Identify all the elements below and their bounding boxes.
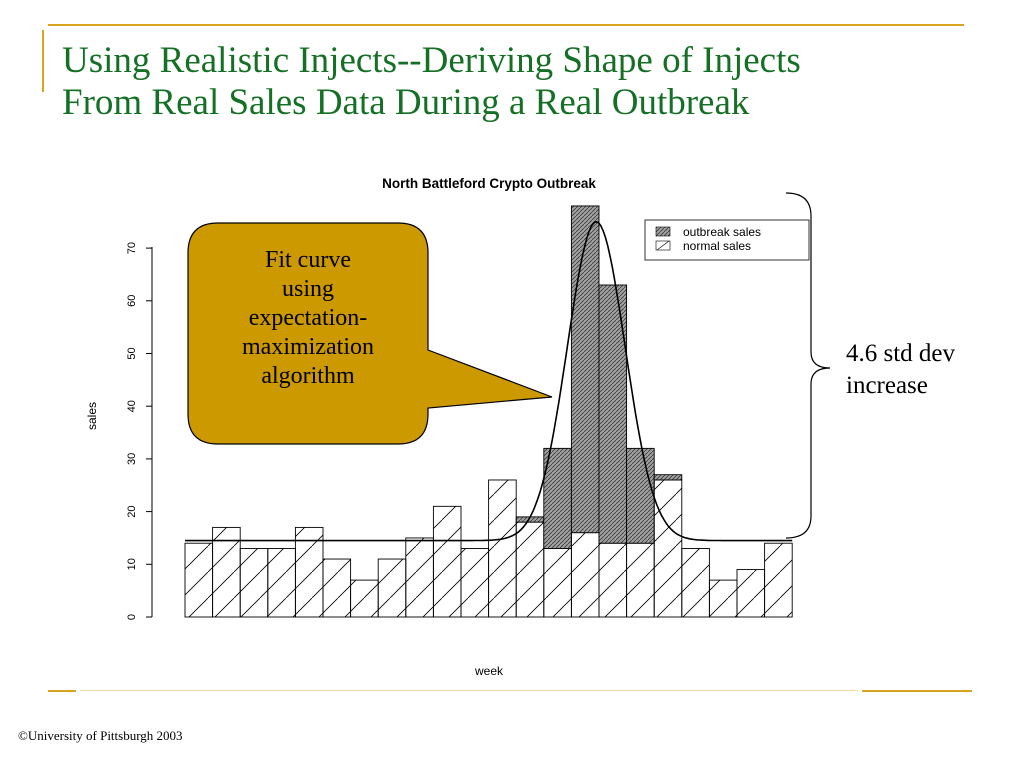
accent-bar-bottom-left [48, 690, 76, 692]
bar-normal-week-7 [350, 579, 379, 618]
x-axis-label: week [474, 664, 504, 678]
bar-normal-week-20 [708, 579, 738, 618]
legend-swatch-normal-hatch [656, 240, 670, 251]
legend: outbreak sales normal sales [644, 219, 810, 261]
annotation-line-1: 4.6 std dev [846, 340, 956, 367]
callout-line-2: using [281, 276, 334, 302]
fit-curve [185, 220, 793, 542]
bar-normal-week-18 [653, 479, 683, 618]
bar-normal-week-17 [626, 542, 655, 618]
divider-line-bottom [80, 690, 858, 691]
callout-line-1: Fit curve [265, 247, 351, 273]
bar-normal-week-2 [212, 526, 241, 618]
annotation-line-2: increase [846, 372, 928, 399]
fit-curve-layer [185, 220, 793, 542]
bar-normal-week-9 [405, 537, 434, 618]
callout-line-3: expectation- [248, 305, 368, 331]
legend-label-normal: normal sales [683, 239, 751, 253]
chart-title: North Battleford Crypto Outbreak [382, 176, 596, 191]
callout-line-4: maximization [242, 334, 374, 360]
bar-normal-week-12 [488, 479, 517, 618]
bar-normal-week-6 [322, 558, 352, 618]
accent-bar-bottom-right [862, 690, 972, 692]
legend-label-outbreak: outbreak sales [683, 225, 761, 239]
bar-normal-week-3 [239, 548, 269, 618]
accent-bar-top [48, 24, 964, 26]
y-tick-label-10: 10 [126, 558, 138, 570]
y-tick-label-20: 20 [126, 505, 138, 517]
bar-normal-week-15 [570, 532, 600, 618]
y-axis-ticks: 0 10 20 30 40 50 60 70 [126, 242, 152, 620]
bar-normal-week-4 [267, 548, 296, 618]
bar-outbreak-week-14 [543, 447, 572, 549]
bar-normal-week-11 [460, 548, 490, 618]
bar-normal-week-19 [681, 548, 710, 618]
legend-swatch-outbreak [655, 226, 671, 237]
y-tick-label-50: 50 [126, 347, 138, 359]
legend-box [644, 219, 810, 261]
y-tick-label-60: 60 [126, 295, 138, 307]
copyright-footer: ©University of Pittsburgh 2003 [18, 728, 183, 743]
std-dev-annotation: 4.6 std dev increase [846, 338, 1016, 402]
y-tick-label-0: 0 [126, 614, 138, 620]
callout-line-5: algorithm [261, 363, 355, 389]
bar-normal-week-21 [736, 569, 766, 618]
bar-series [184, 205, 793, 618]
callout-text: Fit curve using expectation- maximizatio… [192, 246, 424, 391]
bar-normal-week-22 [764, 542, 793, 618]
bar-normal-week-14 [543, 548, 572, 618]
y-axis-label: sales [85, 402, 99, 430]
y-tick-label-70: 70 [126, 242, 138, 254]
bar-normal-week-5 [294, 526, 324, 618]
bar-normal-week-1 [184, 542, 214, 618]
callout-bubble [187, 222, 553, 445]
bar-normal-week-16 [598, 542, 628, 618]
bar-normal-week-10 [432, 505, 462, 618]
accent-bar-left [42, 30, 44, 92]
slide-title: Using Realistic Injects--Deriving Shape … [62, 40, 1012, 124]
slide-title-line-2: From Real Sales Data During a Real Outbr… [62, 82, 750, 123]
y-tick-label-30: 30 [126, 453, 138, 465]
slide-title-line-1: Using Realistic Injects--Deriving Shape … [62, 40, 801, 81]
curly-brace [785, 192, 831, 539]
y-tick-label-40: 40 [126, 400, 138, 412]
bar-normal-week-8 [377, 558, 407, 618]
bar-outbreak-week-18 [653, 474, 683, 481]
bar-outbreak-week-17 [626, 447, 655, 544]
bar-normal-week-13 [515, 521, 545, 618]
bar-outbreak-week-15 [570, 205, 600, 534]
